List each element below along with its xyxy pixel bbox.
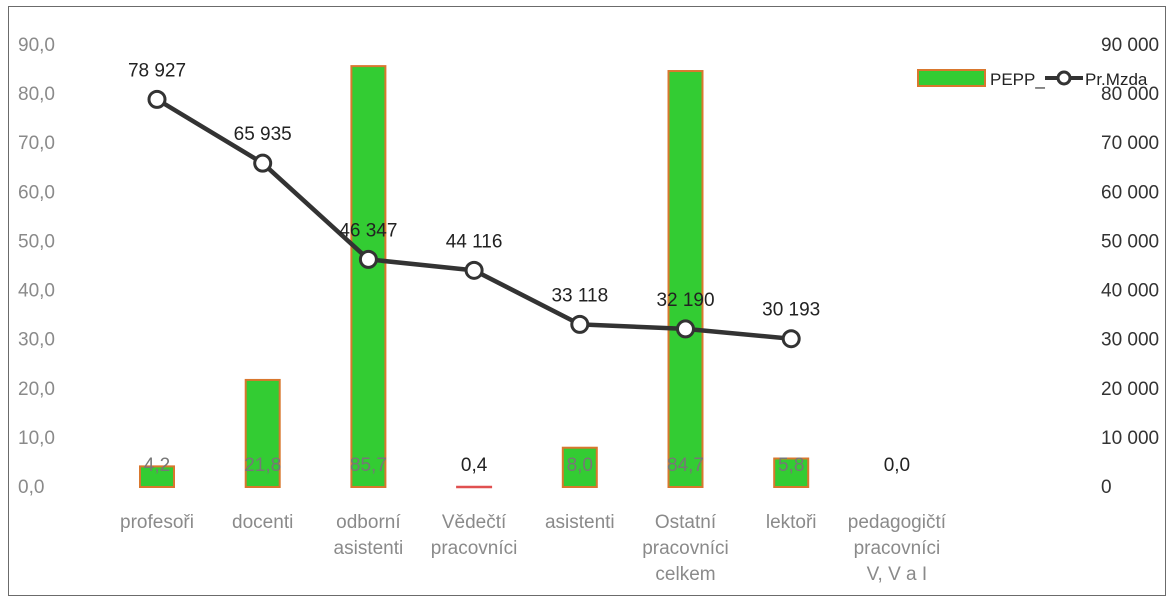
bar-data-label: 8,0 — [567, 455, 593, 476]
y-left-tick-label: 60,0 — [18, 182, 55, 203]
line-data-label: 44 116 — [446, 231, 503, 252]
line-data-label: 30 193 — [762, 300, 820, 321]
line-point — [781, 329, 801, 349]
bar-data-label: 0,0 — [884, 455, 910, 476]
bar-data-label: 4,2 — [144, 455, 170, 476]
line-point — [676, 319, 695, 339]
line-data-label: 32 190 — [656, 290, 714, 311]
line-point — [358, 249, 378, 269]
bar-5 — [667, 70, 704, 488]
line-data-label: 33 118 — [551, 285, 608, 306]
line-data-label: 46 347 — [339, 220, 397, 241]
y-left-tick-label: 70,0 — [18, 133, 55, 154]
y-right-tick-label: 90 000 — [1101, 35, 1159, 56]
bar-data-label: 0,4 — [461, 455, 488, 476]
x-category-label: asistenti — [545, 512, 615, 533]
bar-2 — [350, 65, 387, 489]
x-category-label: profesoři — [120, 512, 194, 533]
y-right-tick-label: 50 000 — [1101, 231, 1159, 252]
y-right-tick-label: 10 000 — [1101, 428, 1159, 449]
line-data-label: 65 935 — [234, 124, 292, 145]
bar-data-label: 21,8 — [244, 455, 281, 476]
line-point — [147, 89, 167, 109]
y-right-tick-label: 20 000 — [1101, 379, 1159, 400]
bar-1 — [244, 378, 281, 488]
y-right-tick-label: 30 000 — [1101, 330, 1159, 351]
line-point — [464, 260, 484, 280]
x-category-label: pedagogičtí pracovníci V, V a I — [848, 512, 947, 585]
x-category-label: lektoři — [766, 512, 817, 533]
y-right-tick-label: 80 000 — [1101, 84, 1159, 105]
y-left-tick-label: 0,0 — [18, 477, 44, 498]
chart-frame — [8, 6, 1166, 596]
y-left-tick-label: 50,0 — [18, 231, 55, 252]
bar-4 — [561, 446, 598, 489]
bar-6 — [773, 457, 810, 489]
y-left-tick-label: 30,0 — [18, 330, 55, 351]
bar-data-label: 85,7 — [350, 455, 387, 476]
line-point — [570, 314, 590, 334]
bar-data-label: 5,8 — [778, 455, 804, 476]
y-right-tick-label: 60 000 — [1101, 182, 1159, 203]
legend-swatch-marker — [1056, 70, 1072, 86]
x-category-label: docenti — [232, 512, 293, 533]
y-left-tick-label: 80,0 — [18, 84, 55, 105]
y-right-tick-label: 0 — [1101, 477, 1112, 498]
legend-label-prmzda: Pr.Mzda — [1085, 70, 1148, 89]
x-category-label: Ostatní pracovníci celkem — [642, 512, 729, 585]
line-point — [253, 153, 273, 173]
legend-swatch-pepp — [917, 69, 986, 87]
y-left-tick-label: 90,0 — [18, 35, 55, 56]
legend-label-pepp: PEPP_ — [990, 70, 1045, 89]
bar-data-label: 84,7 — [667, 455, 704, 476]
y-left-tick-label: 10,0 — [18, 428, 55, 449]
y-right-tick-label: 70 000 — [1101, 133, 1159, 154]
y-left-tick-label: 20,0 — [18, 379, 55, 400]
x-category-label: odborní asistenti — [334, 512, 404, 559]
bar-0 — [139, 465, 175, 488]
line-data-label: 78 927 — [128, 60, 186, 81]
x-category-label: Vědečtí pracovníci — [431, 512, 518, 559]
y-right-tick-label: 40 000 — [1101, 281, 1159, 302]
y-left-tick-label: 40,0 — [18, 281, 55, 302]
